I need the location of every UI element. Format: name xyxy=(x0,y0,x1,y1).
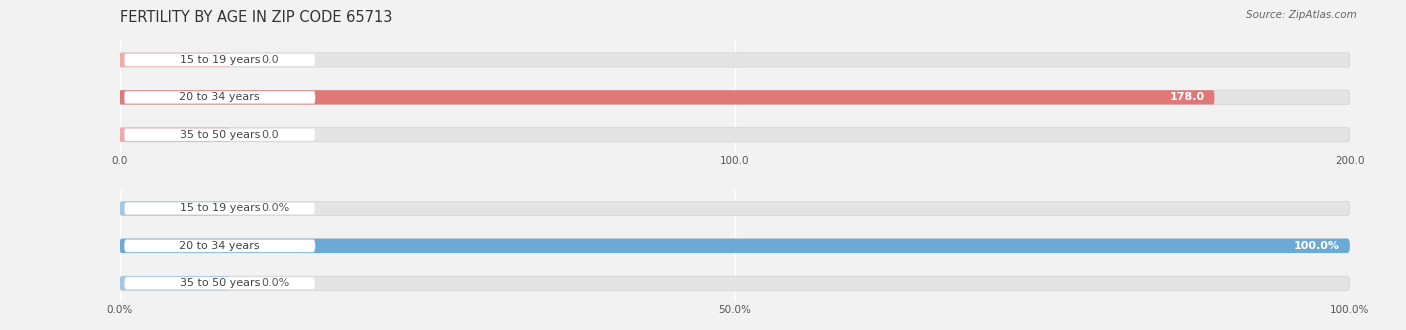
FancyBboxPatch shape xyxy=(125,91,315,104)
FancyBboxPatch shape xyxy=(120,90,1350,105)
FancyBboxPatch shape xyxy=(120,201,231,215)
FancyBboxPatch shape xyxy=(125,128,315,141)
Text: 178.0: 178.0 xyxy=(1170,92,1205,102)
FancyBboxPatch shape xyxy=(125,202,315,215)
FancyBboxPatch shape xyxy=(125,54,315,66)
FancyBboxPatch shape xyxy=(120,128,231,142)
FancyBboxPatch shape xyxy=(120,239,1350,253)
FancyBboxPatch shape xyxy=(120,276,231,290)
Text: 20 to 34 years: 20 to 34 years xyxy=(180,92,260,102)
FancyBboxPatch shape xyxy=(120,53,231,67)
Text: 35 to 50 years: 35 to 50 years xyxy=(180,130,260,140)
FancyBboxPatch shape xyxy=(120,128,1350,142)
Text: 20 to 34 years: 20 to 34 years xyxy=(180,241,260,251)
Text: 0.0: 0.0 xyxy=(262,55,278,65)
Text: 0.0: 0.0 xyxy=(262,130,278,140)
FancyBboxPatch shape xyxy=(120,276,1350,290)
Text: 0.0%: 0.0% xyxy=(262,204,290,214)
Text: 100.0%: 100.0% xyxy=(1294,241,1340,251)
Text: 15 to 19 years: 15 to 19 years xyxy=(180,204,260,214)
FancyBboxPatch shape xyxy=(120,201,1350,215)
FancyBboxPatch shape xyxy=(125,277,315,289)
FancyBboxPatch shape xyxy=(120,239,1350,253)
FancyBboxPatch shape xyxy=(120,53,1350,67)
FancyBboxPatch shape xyxy=(125,240,315,252)
Text: Source: ZipAtlas.com: Source: ZipAtlas.com xyxy=(1246,10,1357,20)
Text: 35 to 50 years: 35 to 50 years xyxy=(180,278,260,288)
Text: 15 to 19 years: 15 to 19 years xyxy=(180,55,260,65)
Text: FERTILITY BY AGE IN ZIP CODE 65713: FERTILITY BY AGE IN ZIP CODE 65713 xyxy=(120,10,392,25)
Text: 0.0%: 0.0% xyxy=(262,278,290,288)
FancyBboxPatch shape xyxy=(120,90,1215,105)
